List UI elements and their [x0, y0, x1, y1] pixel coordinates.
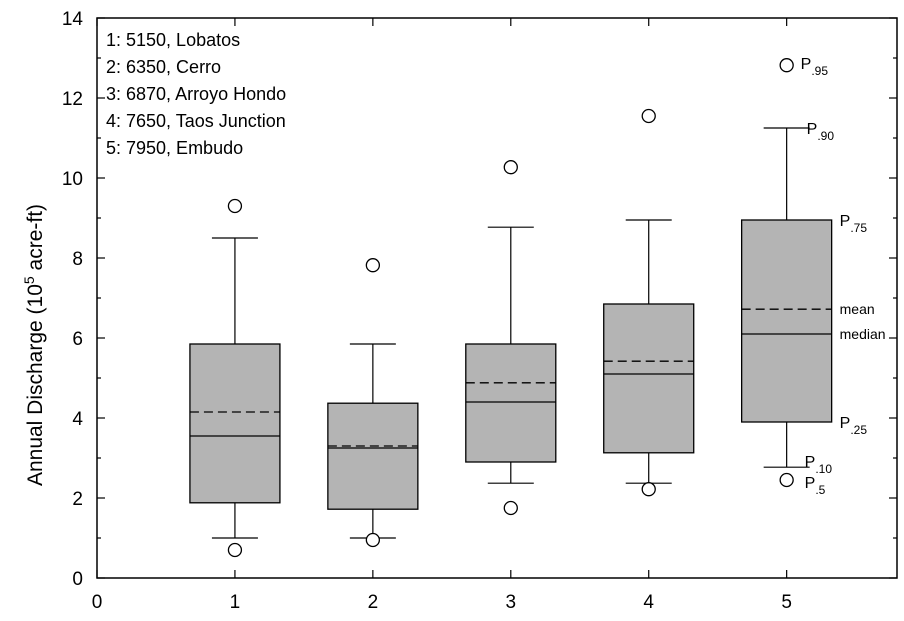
- legend-entry: 5: 7950, Embudo: [106, 138, 243, 158]
- outlier-p5: [780, 474, 793, 487]
- annotation-p25: P.25: [840, 415, 868, 437]
- y-axis-label-superscript: 5: [21, 276, 37, 284]
- x-tick-label: 3: [506, 592, 517, 613]
- y-tick-label: 8: [72, 249, 83, 270]
- legend-entry: 2: 6350, Cerro: [106, 57, 221, 77]
- y-tick-label: 0: [72, 569, 83, 590]
- y-tick-label: 4: [72, 409, 83, 430]
- y-tick-label: 12: [62, 89, 83, 110]
- annotation-p95: P.95: [801, 56, 829, 78]
- box-iqr: [328, 403, 418, 509]
- annotation-median: median: [840, 326, 886, 342]
- outlier-p5: [642, 483, 655, 496]
- y-tick-label: 2: [72, 489, 83, 510]
- x-tick-label: 2: [368, 592, 379, 613]
- y-axis-label-unit: acre-ft): [24, 204, 47, 276]
- box-iqr: [190, 344, 280, 503]
- legend-entry: 3: 6870, Arroyo Hondo: [106, 84, 286, 104]
- outlier-p95: [504, 161, 517, 174]
- annotation-p10: P.10: [805, 454, 833, 476]
- x-tick-label: 1: [230, 592, 241, 613]
- box-iqr: [604, 304, 694, 453]
- annotation-p90: P.90: [807, 121, 835, 143]
- annotation-p75: P.75: [840, 213, 868, 235]
- outlier-p95: [780, 59, 793, 72]
- boxes-layer: [190, 59, 832, 557]
- annotation-p5: P.5: [805, 475, 826, 497]
- y-tick-label: 14: [62, 9, 84, 30]
- legend: 1: 5150, Lobatos 2: 6350, Cerro 3: 6870, A…: [106, 30, 286, 158]
- y-tick-label: 10: [62, 169, 83, 190]
- outlier-p5: [366, 534, 379, 547]
- x-tick-label: 4: [643, 592, 654, 613]
- x-tick-label: 5: [781, 592, 792, 613]
- box-iqr: [466, 344, 556, 462]
- legend-entry: 1: 5150, Lobatos: [106, 30, 240, 50]
- outlier-p95: [642, 110, 655, 123]
- outlier-p5: [504, 502, 517, 515]
- y-axis-label: Annual Discharge (105 acre-ft): [21, 204, 47, 486]
- outlier-p95: [228, 200, 241, 213]
- legend-entry: 4: 7650, Taos Junction: [106, 111, 286, 131]
- y-axis-label-text: Annual Discharge (10: [24, 284, 47, 486]
- outlier-p5: [228, 544, 241, 557]
- annotation-mean: mean: [840, 301, 875, 317]
- y-tick-label: 6: [72, 329, 83, 350]
- box-iqr: [742, 220, 832, 422]
- x-tick-label: 0: [92, 592, 103, 613]
- outlier-p95: [366, 259, 379, 272]
